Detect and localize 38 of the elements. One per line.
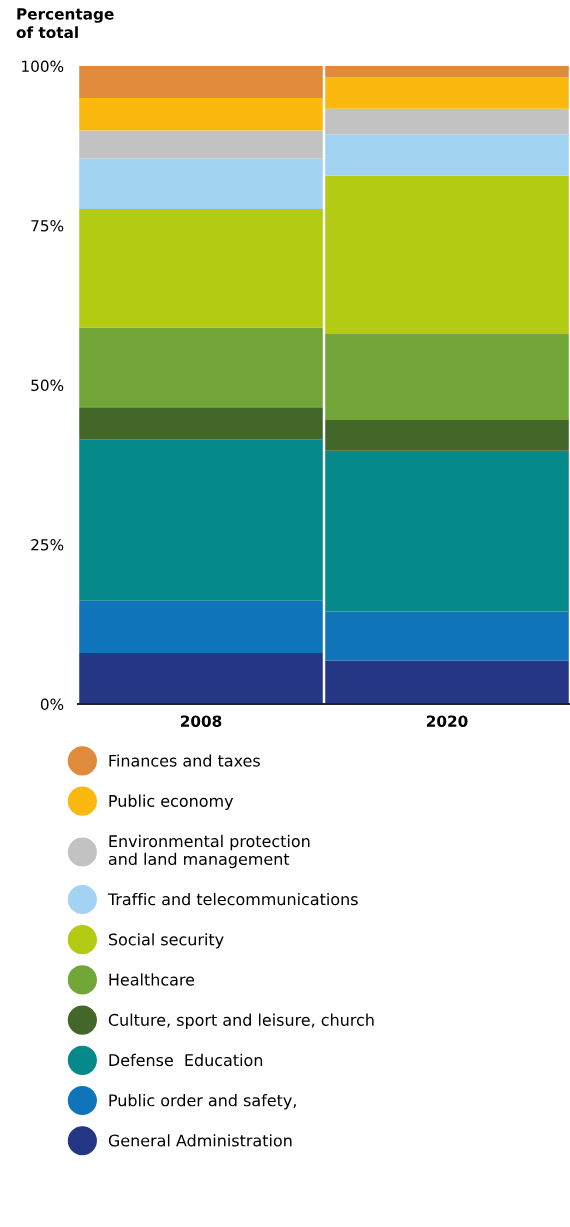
bar (79, 208, 323, 328)
bar (79, 652, 323, 704)
bar (325, 134, 569, 176)
bar (325, 450, 569, 612)
legend-label: Environmental protection and land management (108, 834, 310, 869)
y-tick-label: 25% (31, 538, 64, 551)
bar (325, 77, 569, 109)
legend-label: Healthcare (109, 973, 195, 986)
bar (79, 407, 323, 440)
y-tick-label: 0% (40, 698, 64, 711)
legend-label: Public order and safety, (109, 1093, 296, 1110)
legend-label: Culture, sport and leisure, church (108, 1013, 374, 1030)
x-tick-label: 2008 (180, 715, 222, 727)
bar (325, 420, 569, 451)
bar (79, 327, 323, 408)
bar (325, 108, 569, 135)
bar (325, 333, 569, 421)
bar (79, 66, 323, 98)
y-axis-title: Percentage of total (16, 8, 114, 39)
bar (325, 611, 569, 661)
y-tick-label: 50% (31, 379, 64, 392)
legend-label: General Administration (108, 1134, 292, 1147)
legend-label: Social security (108, 933, 224, 949)
legend-label: Finances and taxes (109, 754, 260, 767)
x-tick-label: 2020 (426, 715, 468, 727)
bar (79, 130, 323, 159)
bar (325, 66, 569, 78)
legend-label: Traffic and telecommunications (107, 892, 358, 906)
legend-label: Defense Education (109, 1053, 263, 1067)
bar (79, 97, 323, 131)
y-tick-label: 75% (31, 219, 64, 232)
y-tick-label: 100% (22, 60, 64, 73)
legend-label: Public economy (109, 794, 234, 811)
bar (79, 439, 323, 601)
bar (325, 175, 569, 334)
bar (79, 158, 323, 209)
bar (325, 660, 569, 704)
bar (79, 600, 323, 653)
